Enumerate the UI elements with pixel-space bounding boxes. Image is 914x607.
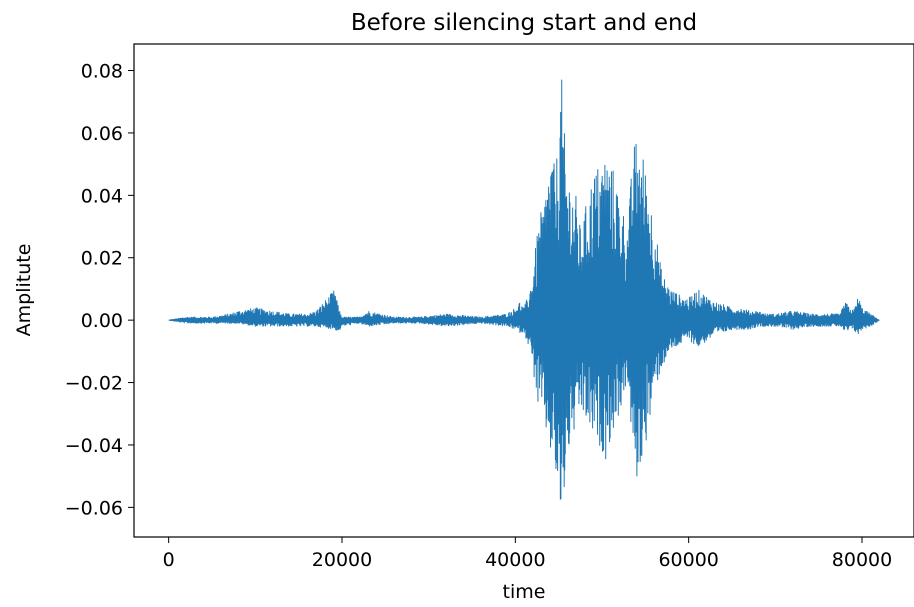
x-tick-label: 40000 — [485, 549, 545, 571]
y-tick-label: −0.02 — [65, 373, 123, 395]
x-tick-label: 60000 — [658, 549, 718, 571]
y-tick-label: 0.00 — [81, 310, 123, 332]
x-tick-label: 80000 — [832, 549, 892, 571]
y-axis: −0.06 −0.04 −0.02 0.00 0.02 0.04 0.06 0.08 — [65, 61, 134, 519]
y-tick-label: −0.04 — [65, 435, 123, 457]
x-axis: 0 20000 40000 60000 80000 — [163, 537, 892, 571]
y-tick-label: −0.06 — [65, 497, 123, 519]
y-tick-label: 0.04 — [81, 185, 123, 207]
x-tick-label: 0 — [163, 549, 175, 571]
y-tick-label: 0.02 — [81, 248, 123, 270]
y-tick-label: 0.06 — [81, 123, 123, 145]
plot-frame — [133, 43, 914, 538]
plot-area — [168, 79, 880, 500]
chart-title: Before silencing start and end — [351, 10, 697, 36]
y-tick-label: 0.08 — [81, 61, 123, 83]
x-axis-label: time — [503, 581, 546, 603]
waveform-line — [168, 79, 880, 500]
y-axis-label: Amplitute — [13, 244, 35, 337]
x-tick-label: 20000 — [312, 549, 372, 571]
